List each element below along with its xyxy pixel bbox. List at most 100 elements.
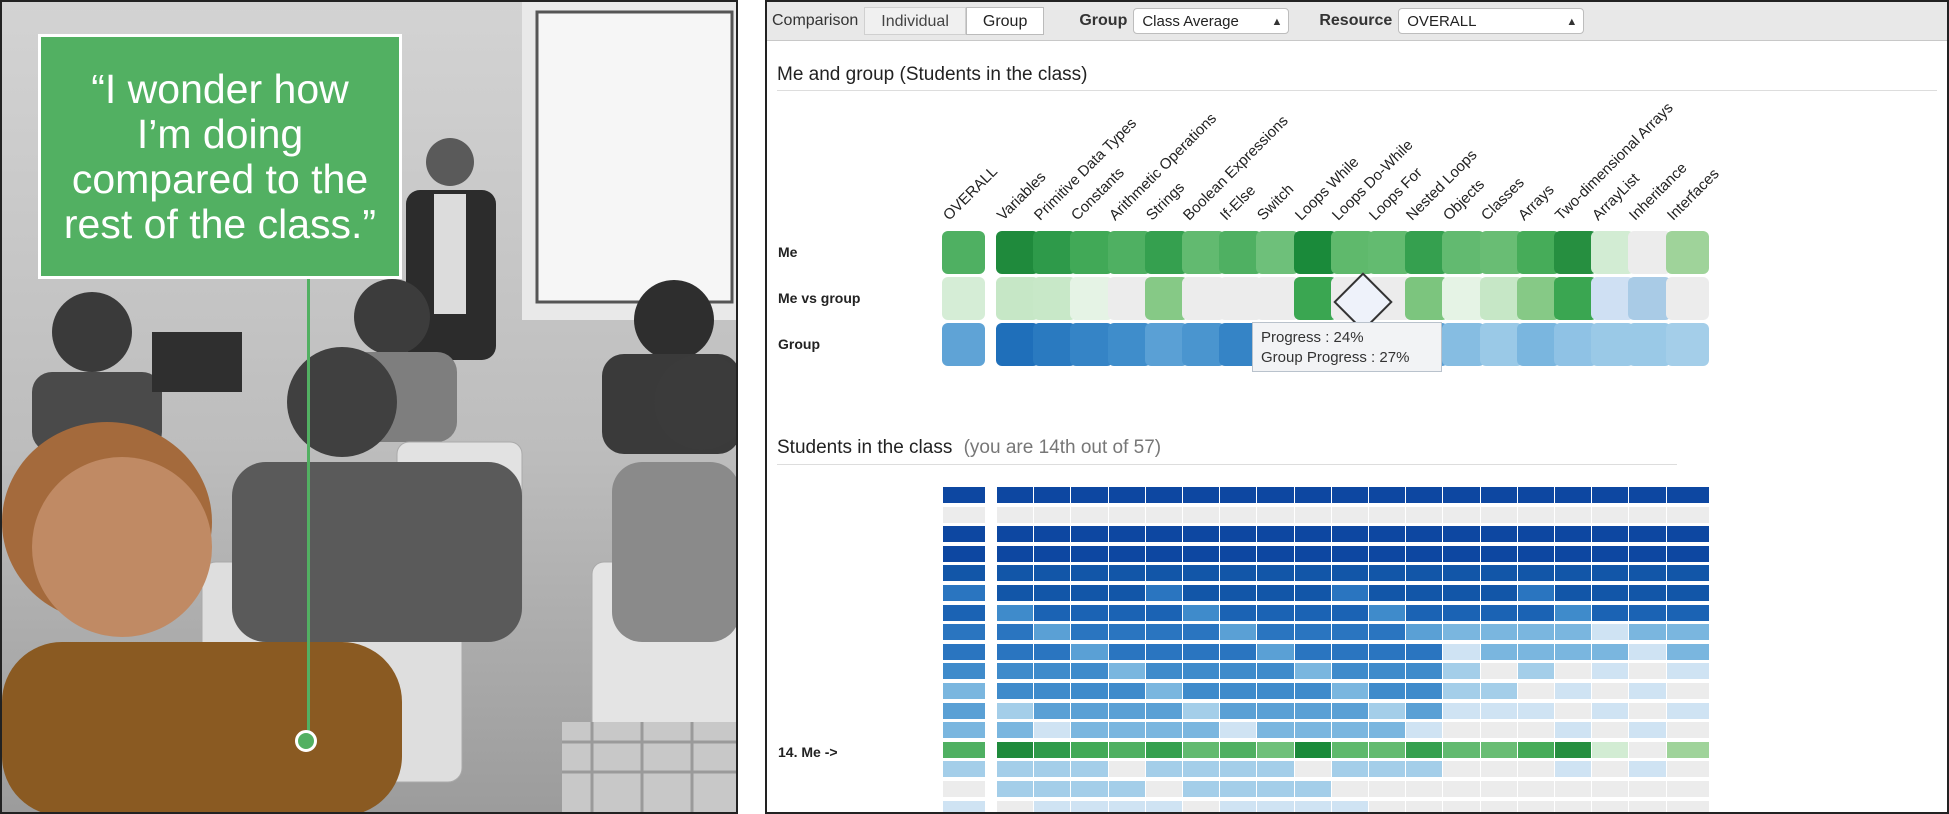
matrix-cell[interactable] xyxy=(1107,231,1151,274)
matrix-cell[interactable] xyxy=(1033,323,1077,366)
heatmap-cell[interactable] xyxy=(1665,544,1710,563)
matrix-cell[interactable] xyxy=(1479,323,1523,366)
matrix-cell[interactable] xyxy=(1070,277,1114,320)
matrix-cell[interactable] xyxy=(1070,231,1114,274)
matrix-cell[interactable] xyxy=(1256,277,1300,320)
heatmap-cell[interactable] xyxy=(1665,682,1710,700)
individual-tab[interactable]: Individual xyxy=(864,7,966,35)
heatmap-cell[interactable] xyxy=(1665,760,1710,779)
matrix-cell[interactable] xyxy=(1182,323,1225,366)
matrix-cell[interactable] xyxy=(1628,277,1672,320)
comparison-toggle: Individual Group xyxy=(864,7,1045,35)
heatmap-cell[interactable] xyxy=(942,760,986,779)
matrix-cell[interactable] xyxy=(1182,231,1225,274)
heatmap-cell[interactable] xyxy=(942,662,986,681)
heatmap-cell[interactable] xyxy=(1665,701,1710,720)
heatmap-cell[interactable] xyxy=(942,525,986,544)
topic-header: OVERALL xyxy=(939,163,1001,224)
group-select[interactable]: Class Average ▲ xyxy=(1133,8,1290,34)
heatmap-cell[interactable] xyxy=(1665,740,1710,759)
matrix-cell[interactable] xyxy=(1070,323,1114,366)
matrix-cell[interactable] xyxy=(1516,277,1560,320)
matrix-cell[interactable] xyxy=(1182,277,1225,320)
heatmap-cell[interactable] xyxy=(1665,505,1710,524)
heatmap-cell[interactable] xyxy=(1665,584,1710,602)
matrix-cell[interactable] xyxy=(942,231,985,274)
heatmap-cell[interactable] xyxy=(1665,642,1710,661)
matrix-cell[interactable] xyxy=(1479,277,1523,320)
heatmap-cell[interactable] xyxy=(942,584,986,602)
matrix-cell[interactable] xyxy=(1219,231,1263,274)
matrix-cell[interactable] xyxy=(1219,277,1263,320)
matrix-cell[interactable] xyxy=(1442,323,1486,366)
matrix-cell[interactable] xyxy=(1554,323,1597,366)
section-divider xyxy=(777,90,1937,91)
group-tab[interactable]: Group xyxy=(965,7,1045,35)
heatmap-cell[interactable] xyxy=(942,740,986,759)
heatmap-cell[interactable] xyxy=(1665,564,1710,583)
heatmap-cell[interactable] xyxy=(942,505,986,524)
matrix-cell[interactable] xyxy=(1293,277,1337,320)
matrix-cell[interactable] xyxy=(1405,277,1449,320)
group-select-value: Class Average xyxy=(1142,13,1239,30)
matrix-cell[interactable] xyxy=(1405,231,1449,274)
matrix-cell[interactable] xyxy=(996,277,1039,320)
select-arrows-icon: ▲ xyxy=(1566,16,1578,28)
matrix-cell[interactable] xyxy=(1442,277,1486,320)
matrix-cell[interactable] xyxy=(1144,231,1188,274)
heatmap-cell[interactable] xyxy=(942,721,986,740)
heatmap-cell[interactable] xyxy=(942,799,986,812)
matrix-cell[interactable] xyxy=(1330,231,1374,274)
heatmap-cell[interactable] xyxy=(1665,799,1710,812)
matrix-row-label: Group xyxy=(778,336,820,352)
classroom-photo: “I wonder how I’m doing compared to the … xyxy=(0,0,738,814)
matrix-cell[interactable] xyxy=(1144,277,1188,320)
matrix-cell[interactable] xyxy=(942,277,985,320)
matrix-cell[interactable] xyxy=(1628,231,1672,274)
heatmap-cell[interactable] xyxy=(1665,603,1710,622)
heatmap-cell[interactable] xyxy=(942,603,986,622)
heatmap-cell[interactable] xyxy=(942,623,986,642)
matrix-cell[interactable] xyxy=(1107,277,1151,320)
matrix-cell[interactable] xyxy=(1256,231,1300,274)
matrix-cell[interactable] xyxy=(1479,231,1523,274)
heatmap-cell[interactable] xyxy=(1665,721,1710,740)
matrix-cell[interactable] xyxy=(1107,323,1151,366)
resource-label: Resource xyxy=(1319,12,1393,29)
resource-select-value: OVERALL xyxy=(1407,13,1477,30)
matrix-cell[interactable] xyxy=(1591,231,1635,274)
matrix-cell[interactable] xyxy=(1591,277,1635,320)
matrix-cell[interactable] xyxy=(1144,323,1188,366)
matrix-cell[interactable] xyxy=(1591,323,1635,366)
heatmap-cell[interactable] xyxy=(942,682,986,700)
matrix-cell[interactable] xyxy=(1554,277,1597,320)
heatmap-cell[interactable] xyxy=(1665,623,1710,642)
matrix-cell[interactable] xyxy=(1442,231,1486,274)
heatmap-cell[interactable] xyxy=(1665,780,1710,798)
matrix-cell[interactable] xyxy=(1516,323,1560,366)
matrix-cell[interactable] xyxy=(996,323,1039,366)
matrix-cell[interactable] xyxy=(1665,277,1709,320)
resource-select[interactable]: OVERALL ▲ xyxy=(1398,8,1585,34)
matrix-cell[interactable] xyxy=(1293,231,1337,274)
matrix-cell[interactable] xyxy=(1665,231,1709,274)
matrix-cell[interactable] xyxy=(996,231,1039,274)
heatmap-cell[interactable] xyxy=(942,544,986,563)
heatmap-cell[interactable] xyxy=(942,780,986,798)
matrix-cell[interactable] xyxy=(1033,231,1077,274)
heatmap-cell[interactable] xyxy=(1665,525,1710,544)
heatmap-cell[interactable] xyxy=(942,486,986,504)
matrix-cell[interactable] xyxy=(942,323,985,366)
matrix-cell[interactable] xyxy=(1628,323,1672,366)
heatmap-cell[interactable] xyxy=(942,642,986,661)
matrix-cell[interactable] xyxy=(1033,277,1077,320)
heatmap-cell[interactable] xyxy=(942,701,986,720)
heatmap-cell[interactable] xyxy=(1665,662,1710,681)
matrix-cell[interactable] xyxy=(1516,231,1560,274)
heatmap-cell[interactable] xyxy=(942,564,986,583)
heatmap-cell[interactable] xyxy=(1665,486,1710,504)
matrix-cell[interactable] xyxy=(1665,323,1709,366)
matrix-cell[interactable] xyxy=(1368,231,1411,274)
matrix-cell[interactable] xyxy=(1554,231,1597,274)
toolbar: Comparison Individual Group Group Class … xyxy=(767,2,1947,41)
